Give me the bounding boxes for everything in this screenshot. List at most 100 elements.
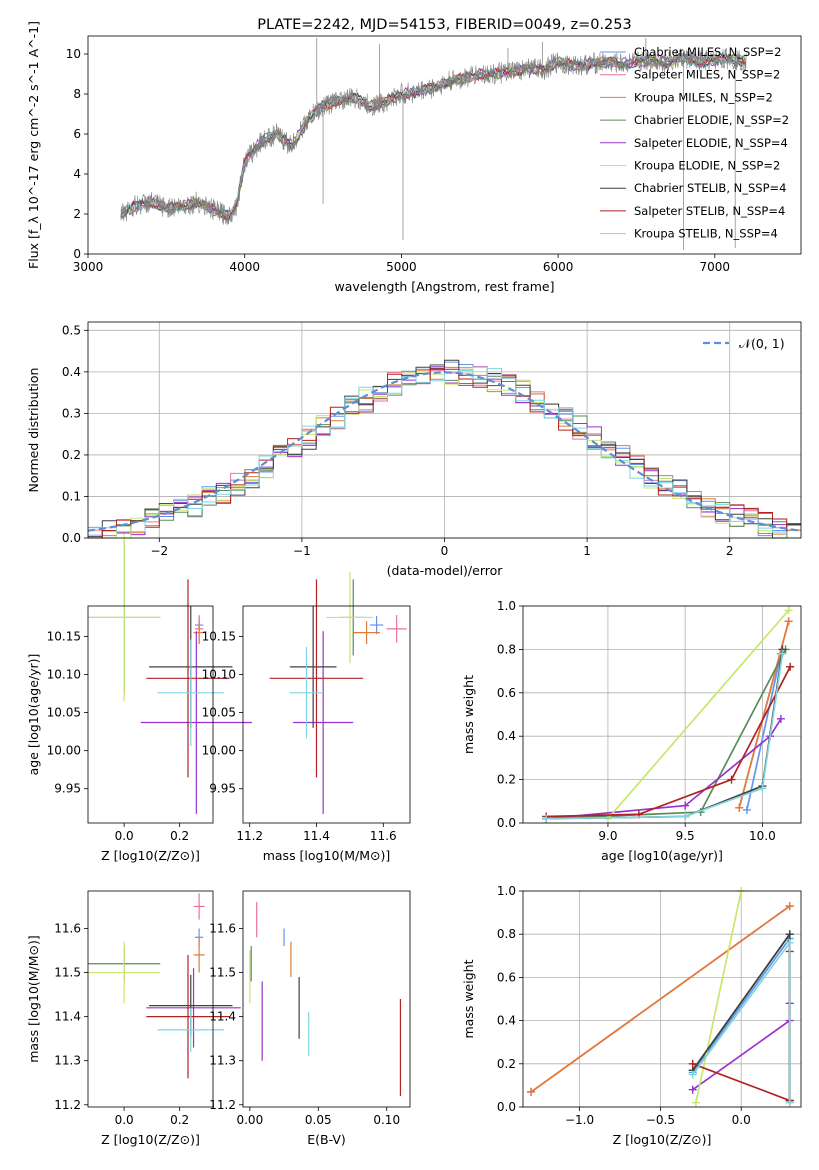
mass-weight-marker <box>688 1070 697 1079</box>
x-tick-label: 0.0 <box>115 1113 134 1127</box>
y-tick-label: 0.0 <box>62 531 81 545</box>
chart-title: PLATE=2242, MJD=54153, FIBERID=0049, z=0… <box>257 17 631 33</box>
x-tick-label: 0.00 <box>236 1113 263 1127</box>
x-tick-label: 9.5 <box>676 829 695 843</box>
mass-weight-marker <box>786 662 795 671</box>
x-tick-label: 6000 <box>543 260 574 274</box>
y-tick-label: 11.4 <box>209 1010 236 1024</box>
mass-weight-marker <box>785 930 794 939</box>
legend-label: 𝒩(0, 1) <box>739 336 785 351</box>
mass-weight-marker <box>681 812 690 821</box>
legend-label: Chabrier STELIB, N_SSP=4 <box>634 181 786 195</box>
x-tick-label: −1.0 <box>565 1113 594 1127</box>
mass-weight-marker <box>688 1059 697 1068</box>
mass-weight-marker <box>785 938 794 947</box>
mass-weight-line <box>546 666 791 818</box>
y-axis-label: mass weight <box>461 675 476 754</box>
y-tick-label: 10.05 <box>47 706 81 720</box>
y-tick-label: 10.10 <box>47 668 81 682</box>
y-tick-label: 0.1 <box>62 489 81 503</box>
observed-spectrum-line <box>120 48 747 226</box>
y-tick-label: 0.4 <box>62 365 81 379</box>
mass-weight-marker <box>776 714 785 723</box>
legend-label: Salpeter STELIB, N_SSP=4 <box>634 204 785 218</box>
x-axis-label: (data-model)/error <box>387 563 504 578</box>
mass-weight-marker <box>727 775 736 784</box>
legend-label: Salpeter ELODIE, N_SSP=4 <box>634 136 788 150</box>
y-axis-label: mass [log10(M/M⊙)] <box>26 935 41 1063</box>
plot-frame <box>522 605 802 824</box>
x-tick-label: 1 <box>583 544 591 558</box>
mass-weight-marker <box>785 1098 794 1107</box>
mass-weight-marker <box>691 1098 700 1107</box>
y-tick-label: 10.00 <box>47 744 81 758</box>
y-tick-label: 11.5 <box>209 966 236 980</box>
x-axis-label: age [log10(age/yr)] <box>601 848 723 863</box>
y-tick-label: 0.4 <box>497 729 516 743</box>
mass-weight-marker <box>735 803 744 812</box>
y-tick-label: 11.2 <box>54 1098 81 1112</box>
x-tick-label: 0.10 <box>373 1113 400 1127</box>
mass-weight-marker <box>785 902 794 911</box>
y-tick-label: 9.95 <box>209 782 236 796</box>
mass-weight-marker <box>778 649 787 658</box>
y-tick-label: 0.6 <box>497 686 516 700</box>
mass-weight-line <box>738 620 790 809</box>
plot-frame <box>87 890 214 1108</box>
y-axis-label: Flux [f_λ 10^-17 erg cm^-2 s^-1 A^-1] <box>26 21 41 269</box>
y-tick-label: 0.2 <box>497 773 516 787</box>
y-tick-label: 10.15 <box>47 629 81 643</box>
x-tick-label: 0.2 <box>170 829 189 843</box>
y-axis-label: mass weight <box>461 959 476 1038</box>
y-tick-label: 10.10 <box>202 668 236 682</box>
mass-weight-marker <box>688 1085 697 1094</box>
y-tick-label: 10 <box>66 47 81 61</box>
x-tick-label: 5000 <box>386 260 417 274</box>
y-tick-label: 0.2 <box>62 448 81 462</box>
legend-label: Chabrier MILES, N_SSP=2 <box>634 45 781 59</box>
y-tick-label: 6 <box>73 127 81 141</box>
y-axis-label: age [log10(age/yr)] <box>26 654 41 776</box>
x-tick-label: 0.0 <box>732 1113 751 1127</box>
x-axis-label: mass [log10(M/M⊙)] <box>263 848 391 863</box>
y-tick-label: 4 <box>73 167 81 181</box>
x-axis-label: wavelength [Angstrom, rest frame] <box>334 279 554 294</box>
mass-weight-marker <box>603 814 612 823</box>
x-tick-label: 10.0 <box>749 829 776 843</box>
y-tick-label: 0.3 <box>62 406 81 420</box>
legend-label: Chabrier ELODIE, N_SSP=2 <box>634 113 789 127</box>
y-tick-label: 11.5 <box>54 966 81 980</box>
mass-weight-marker <box>784 617 793 626</box>
mass-weight-line <box>546 718 782 820</box>
x-axis-label: Z [log10(Z/Z⊙)] <box>101 1132 200 1147</box>
y-tick-label: 11.3 <box>54 1054 81 1068</box>
x-tick-label: −1 <box>293 544 311 558</box>
y-tick-label: 0.2 <box>497 1057 516 1071</box>
y-tick-label: 11.3 <box>209 1054 236 1068</box>
x-tick-label: 9.0 <box>598 829 617 843</box>
mass-weight-line <box>546 653 784 820</box>
y-tick-label: 11.6 <box>54 921 81 935</box>
plot-frame <box>242 605 411 824</box>
x-tick-label: −0.5 <box>646 1113 675 1127</box>
mass-weight-marker <box>742 805 751 814</box>
legend-label: Salpeter MILES, N_SSP=2 <box>634 68 780 82</box>
x-tick-label: 2 <box>726 544 734 558</box>
plot-frame <box>522 890 802 1108</box>
x-tick-label: −2 <box>150 544 168 558</box>
plot-frame <box>87 605 214 824</box>
mass-weight-line <box>746 653 782 811</box>
y-tick-label: 11.4 <box>54 1010 81 1024</box>
y-tick-label: 11.2 <box>209 1098 236 1112</box>
mass-weight-marker <box>681 801 690 810</box>
y-axis-label: Normed distribution <box>26 368 41 493</box>
legend-label: Kroupa STELIB, N_SSP=4 <box>634 227 778 241</box>
residual-histogram <box>88 368 801 539</box>
x-tick-label: 3000 <box>73 260 104 274</box>
plot-frame <box>87 35 802 255</box>
x-tick-label: 11.4 <box>303 829 330 843</box>
x-axis-label: Z [log10(Z/Z⊙)] <box>101 848 200 863</box>
x-tick-label: 4000 <box>229 260 260 274</box>
mass-weight-marker <box>758 784 767 793</box>
